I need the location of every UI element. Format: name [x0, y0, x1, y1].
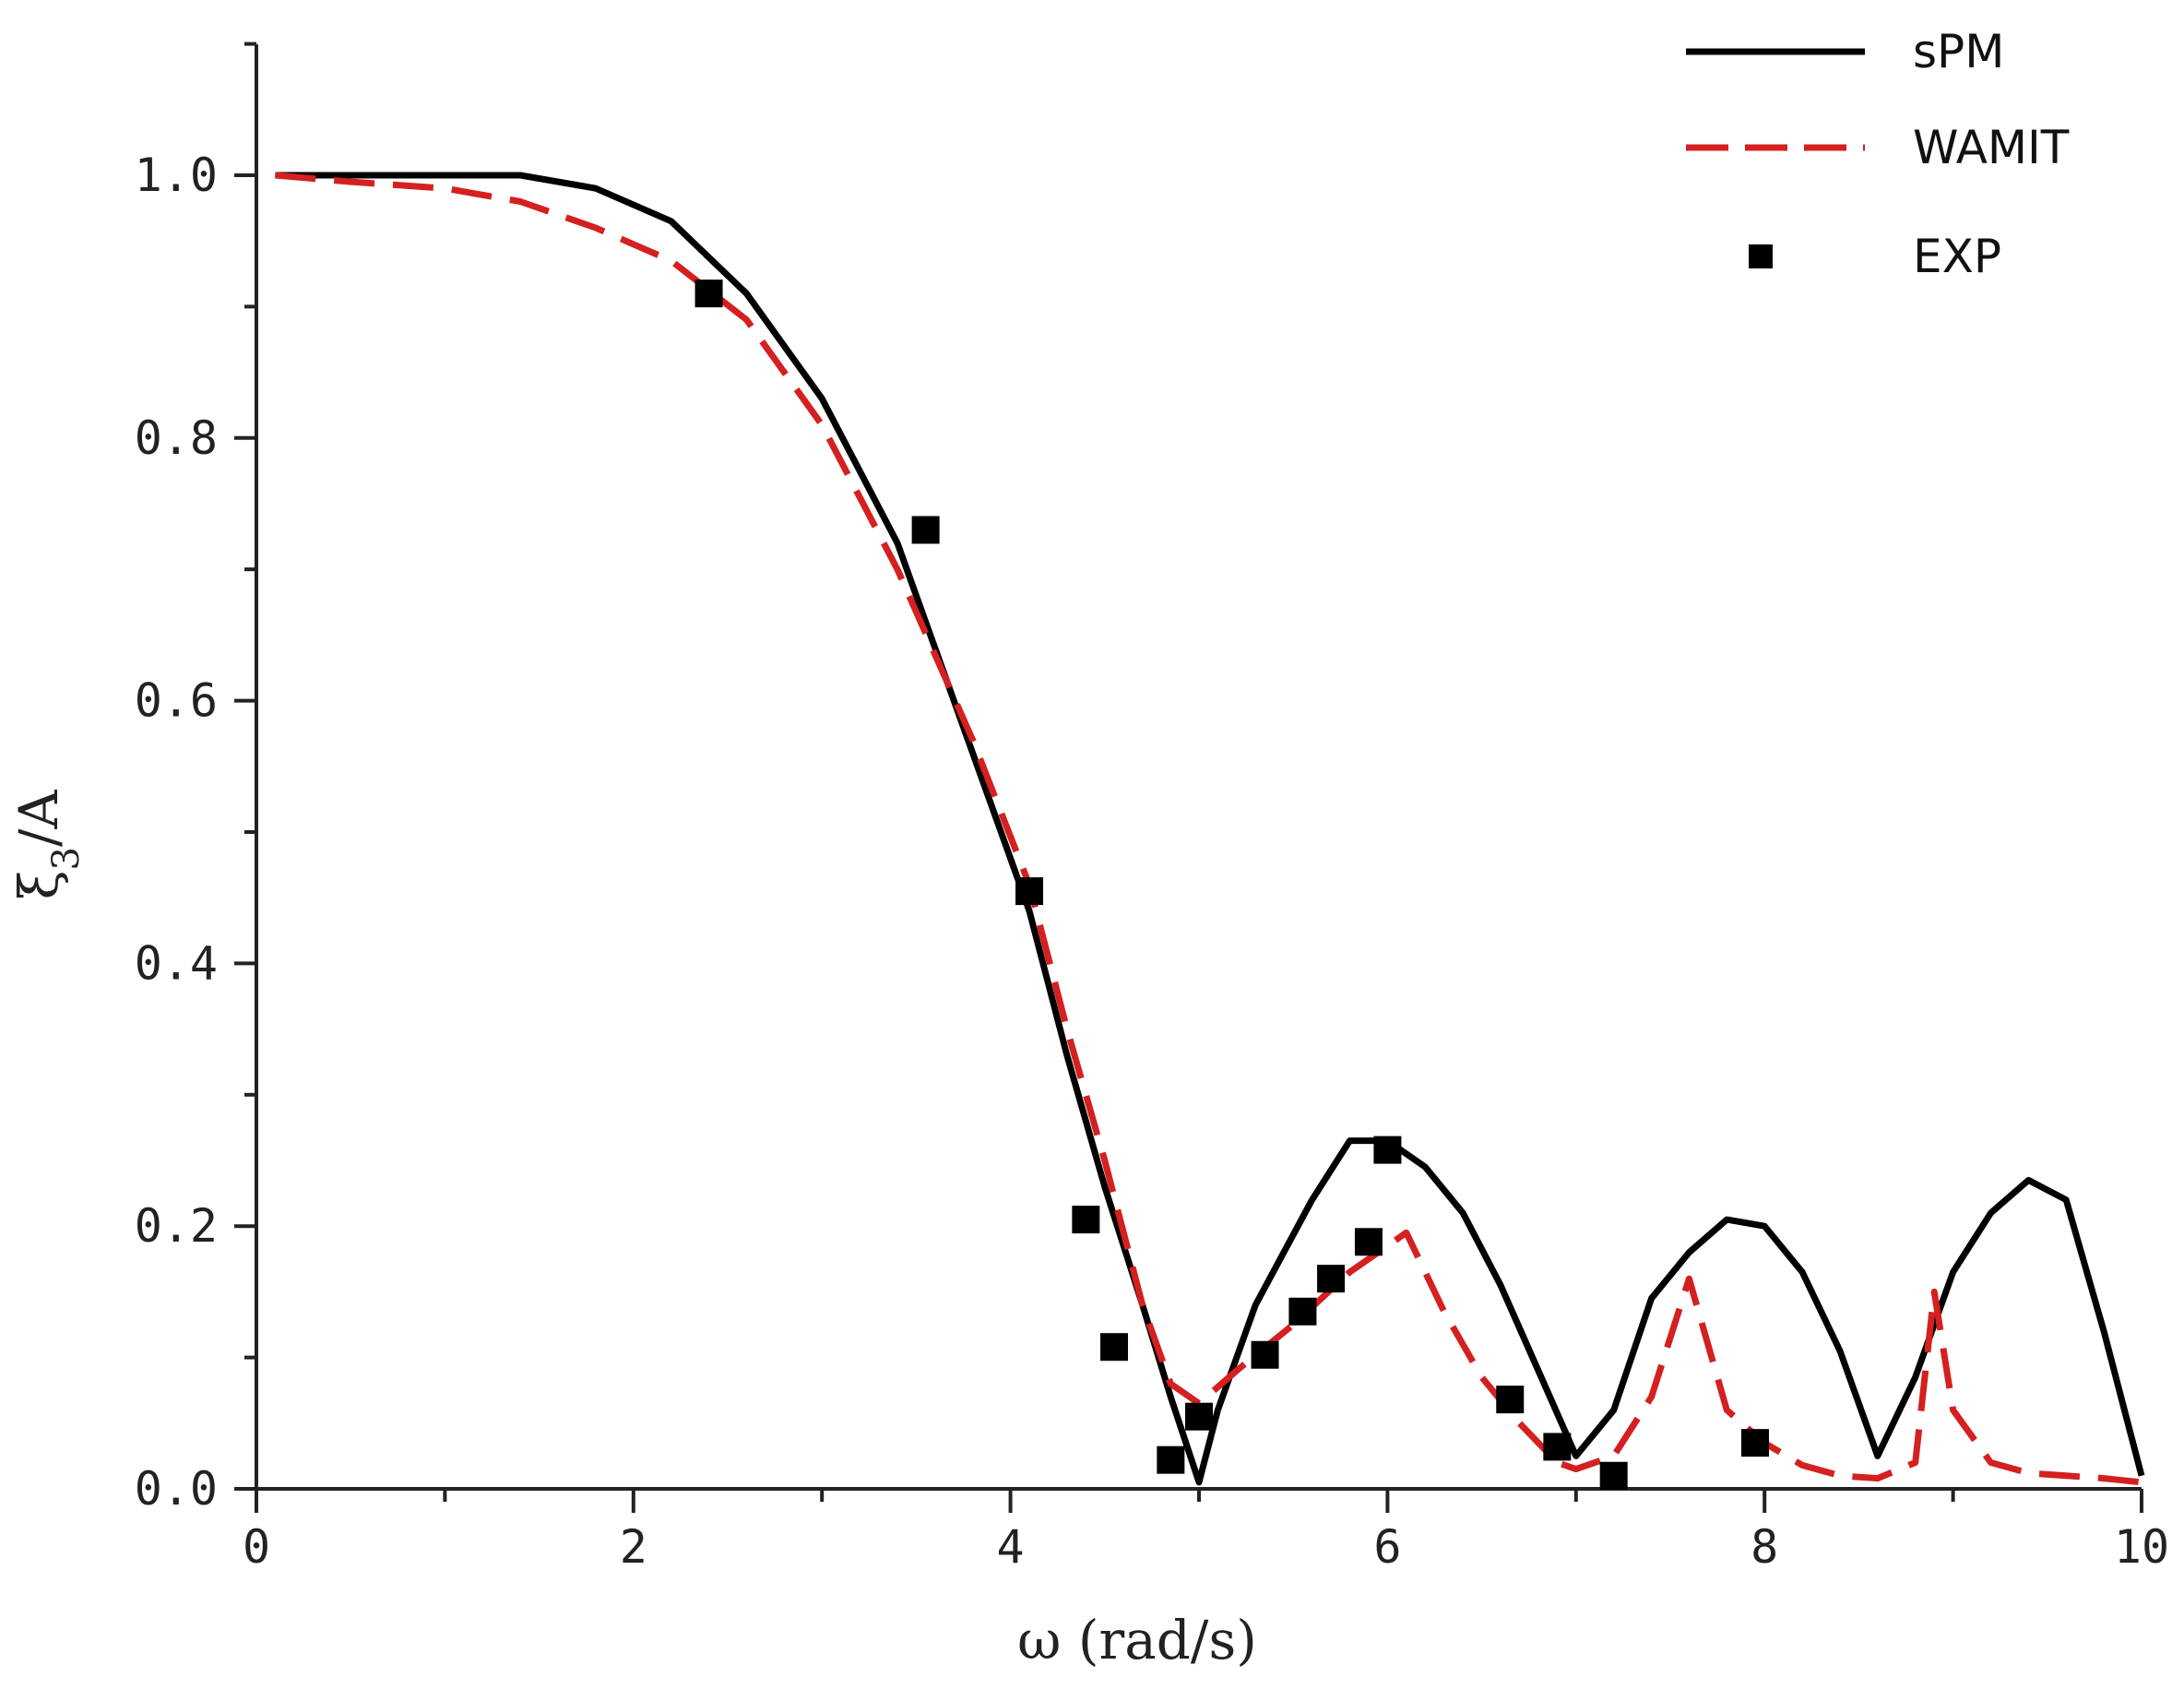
exp-data-point [1740, 1429, 1769, 1457]
x-axis-title: ω (rad/s) [1017, 1609, 1257, 1671]
ticks [234, 42, 2143, 1513]
x-tick-label: 4 [997, 1520, 1025, 1574]
exp-data-point [694, 280, 723, 308]
y-axis-title-rest: /A [7, 789, 70, 847]
spm-series-line [275, 172, 2145, 1486]
x-tick-label: 10 [2114, 1520, 2169, 1574]
axes [255, 44, 2142, 1491]
y-tick-label: 0.4 [135, 936, 218, 990]
exp-data-point [1599, 1461, 1628, 1490]
y-tick-label: 0.8 [135, 411, 218, 465]
x-tick-label: 2 [620, 1520, 647, 1574]
y-tick-label: 0.0 [135, 1462, 218, 1516]
legend: sPM WAMIT EXP [1686, 25, 2070, 283]
exp-data-point [1543, 1433, 1572, 1461]
exp-data-point [1100, 1333, 1129, 1362]
exp-data-point [1157, 1445, 1185, 1474]
x-tick-label: 6 [1373, 1520, 1401, 1574]
legend-marker-exp [1749, 244, 1773, 268]
y-axis-title-base: ξ [7, 870, 70, 899]
exp-data-point [1373, 1136, 1402, 1164]
exp-data-point [1288, 1297, 1317, 1326]
series [275, 172, 2145, 1490]
exp-data-point [1015, 877, 1044, 906]
x-tick-label: 8 [1751, 1520, 1778, 1574]
legend-label: WAMIT [1913, 121, 2070, 174]
exp-data-point [1354, 1228, 1383, 1256]
legend-label: sPM [1913, 25, 2004, 78]
exp-data-point [1317, 1265, 1346, 1293]
exp-data-point [911, 516, 940, 544]
exp-data-point [1496, 1386, 1525, 1414]
exp-data-point [1185, 1402, 1213, 1431]
y-tick-label: 0.6 [135, 674, 218, 728]
exp-data-point [1251, 1340, 1279, 1369]
wamit-series-line [275, 172, 2142, 1486]
tick-labels: 0 2 4 6 8 10 0.0 0.2 0.4 0.6 0.8 1.0 [135, 149, 2169, 1574]
legend-label: EXP [1913, 230, 2001, 283]
y-axis-title-sub: 3 [45, 847, 88, 870]
y-tick-label: 0.2 [135, 1199, 218, 1253]
y-tick-label: 1.0 [135, 149, 218, 202]
exp-data-point [1072, 1206, 1100, 1234]
x-tick-label: 0 [243, 1520, 270, 1574]
y-axis-title: ξ3/A [7, 789, 88, 899]
